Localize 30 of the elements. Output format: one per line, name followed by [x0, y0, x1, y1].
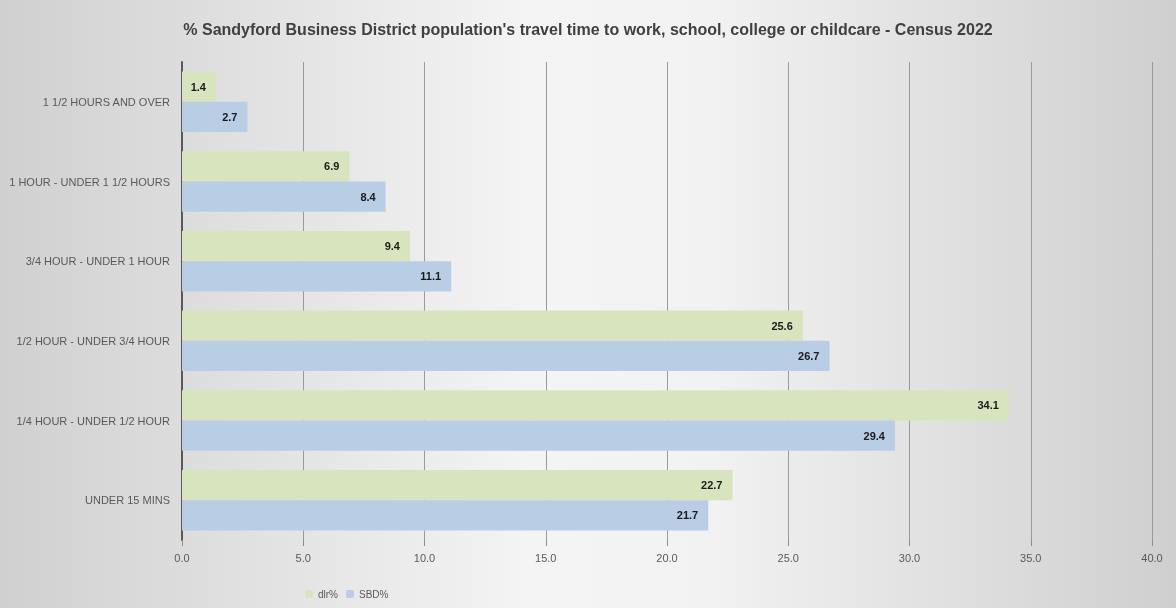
x-tick-label: 5.0 [295, 551, 311, 564]
data-label: 6.9 [324, 160, 340, 173]
data-label: 34.1 [977, 399, 999, 412]
y-tick-label: 1 HOUR - UNDER 1 1/2 HOURS [9, 175, 170, 188]
y-tick-label: UNDER 15 MINS [85, 494, 170, 507]
y-tick-label: 3/4 HOUR - UNDER 1 HOUR [25, 255, 171, 268]
data-label: 29.4 [863, 429, 886, 442]
x-tick-label: 0.0 [174, 551, 190, 564]
data-label: 21.7 [676, 509, 699, 522]
data-label: 22.7 [701, 479, 723, 492]
x-tick-label: 25.0 [777, 551, 799, 564]
legend-label: dlr% [318, 588, 339, 600]
y-tick-label: 1/4 HOUR - UNDER 1/2 HOUR [16, 414, 171, 427]
data-label: 1.4 [190, 80, 207, 93]
chart-title: % Sandyford Business District population's travel time to work, school, college or childcare - Census 2022 [183, 20, 993, 38]
data-label: 9.4 [384, 240, 401, 253]
x-tick-label: 40.0 [1141, 551, 1163, 564]
x-tick-label: 10.0 [413, 551, 436, 564]
data-label: 2.7 [222, 110, 238, 123]
x-tick-label: 30.0 [898, 551, 921, 564]
data-label: 25.6 [771, 319, 793, 332]
data-label: 8.4 [360, 190, 377, 203]
x-tick-label: 20.0 [656, 551, 678, 564]
x-tick-label: 15.0 [535, 551, 557, 564]
data-label: 11.1 [420, 270, 442, 283]
x-tick-label: 35.0 [1020, 551, 1042, 564]
legend-label: SBD% [359, 588, 389, 600]
y-tick-label: 1/2 HOUR - UNDER 3/4 HOUR [16, 334, 171, 347]
y-tick-label: 1 1/2 HOURS AND OVER [42, 95, 171, 108]
data-label: 26.7 [798, 349, 820, 362]
